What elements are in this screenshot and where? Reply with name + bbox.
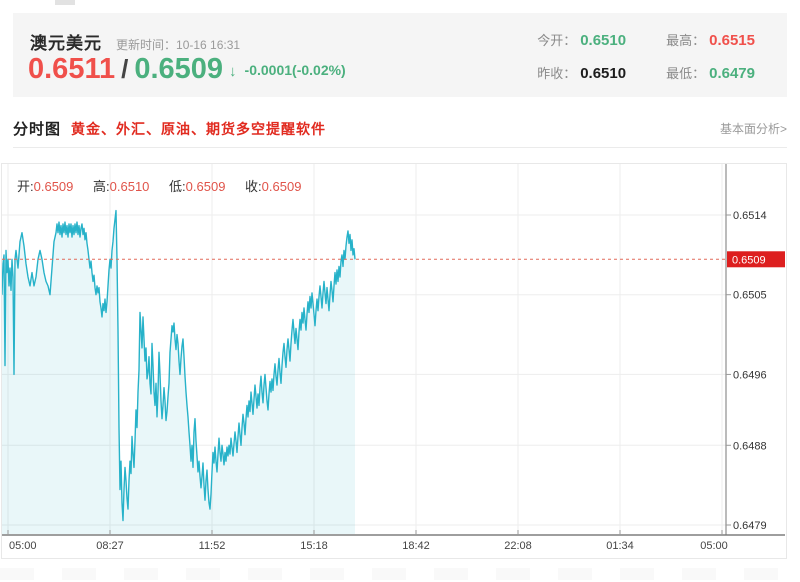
stat-value: 0.6510	[580, 32, 627, 49]
svg-text:05:00: 05:00	[700, 540, 728, 552]
stat-label: 最高：	[666, 33, 706, 48]
bid-price: 0.6511	[28, 53, 116, 85]
svg-text:0.6509: 0.6509	[732, 254, 766, 266]
stat-today-open: 今开： 0.6510	[537, 30, 626, 49]
svg-text:08:27: 08:27	[96, 540, 124, 552]
quote-header-panel: 澳元美元 更新时间：10-16 16:31 0.6511 / 0.6509 ↓ …	[13, 13, 787, 97]
stat-label: 最低：	[666, 66, 706, 81]
ohlc-close: 收:0.6509	[245, 179, 302, 194]
stat-value: 0.6479	[709, 65, 755, 82]
ohlc-legend: 开:0.6509 高:0.6510 低:0.6509 收:0.6509	[17, 176, 317, 195]
down-arrow-icon: ↓	[229, 63, 237, 80]
svg-text:0.6514: 0.6514	[733, 210, 767, 222]
ohlc-low: 低:0.6509	[169, 179, 226, 194]
watermark	[0, 568, 800, 580]
intraday-chart[interactable]: 05:00 08:27 11:52 15:18 18:42 22:08 01:34 05:00…	[1, 163, 787, 559]
svg-text:01:34: 01:34	[606, 540, 634, 552]
chart-canvas[interactable]: 05:00 08:27 11:52 15:18 18:42 22:08 01:34 05:00…	[2, 164, 786, 558]
update-time-label: 更新时间：	[116, 38, 177, 52]
svg-text:18:42: 18:42	[402, 540, 430, 552]
pair-row: 澳元美元 更新时间：10-16 16:31	[30, 29, 240, 54]
svg-text:0.6496: 0.6496	[733, 369, 767, 381]
section-bar: 分时图 黄金、外汇、原油、期货多空提醒软件 基本面分析>	[13, 110, 787, 148]
fundamental-analysis-link[interactable]: 基本面分析>	[719, 122, 787, 136]
stat-label: 昨收：	[537, 66, 577, 81]
svg-text:0.6488: 0.6488	[733, 440, 767, 452]
update-time: 更新时间：10-16 16:31	[116, 36, 240, 53]
price-row: 0.6511 / 0.6509 ↓ -0.0001(-0.02%)	[28, 53, 346, 86]
svg-text:05:00: 05:00	[9, 540, 37, 552]
svg-text:0.6479: 0.6479	[733, 520, 767, 532]
update-time-value: 10-16 16:31	[176, 38, 241, 52]
svg-text:22:08: 22:08	[504, 540, 532, 552]
stat-label: 今开：	[537, 33, 577, 48]
quote-stats: 今开： 0.6510 最高： 0.6515 昨收： 0.6510 最低： 0.6…	[537, 30, 755, 82]
ohlc-open: 开:0.6509	[17, 179, 74, 194]
stat-high: 最高： 0.6515	[666, 30, 755, 49]
ask-price: 0.6509	[134, 53, 224, 85]
scrollbar-artifact	[55, 0, 75, 5]
stat-value: 0.6510	[580, 65, 627, 82]
svg-text:0.6505: 0.6505	[733, 290, 767, 302]
tab-intraday-chart[interactable]: 分时图	[13, 121, 62, 138]
stat-prev-close: 昨收： 0.6510	[537, 63, 626, 82]
svg-text:11:52: 11:52	[199, 540, 226, 552]
stat-value: 0.6515	[709, 32, 755, 49]
ohlc-high: 高:0.6510	[93, 179, 150, 194]
pair-title: 澳元美元	[30, 34, 102, 53]
price-separator: /	[121, 54, 129, 84]
stat-low: 最低： 0.6479	[666, 63, 755, 82]
svg-text:15:18: 15:18	[300, 540, 328, 552]
promo-link[interactable]: 黄金、外汇、原油、期货多空提醒软件	[71, 120, 327, 137]
price-change: -0.0001(-0.02%)	[244, 62, 346, 78]
